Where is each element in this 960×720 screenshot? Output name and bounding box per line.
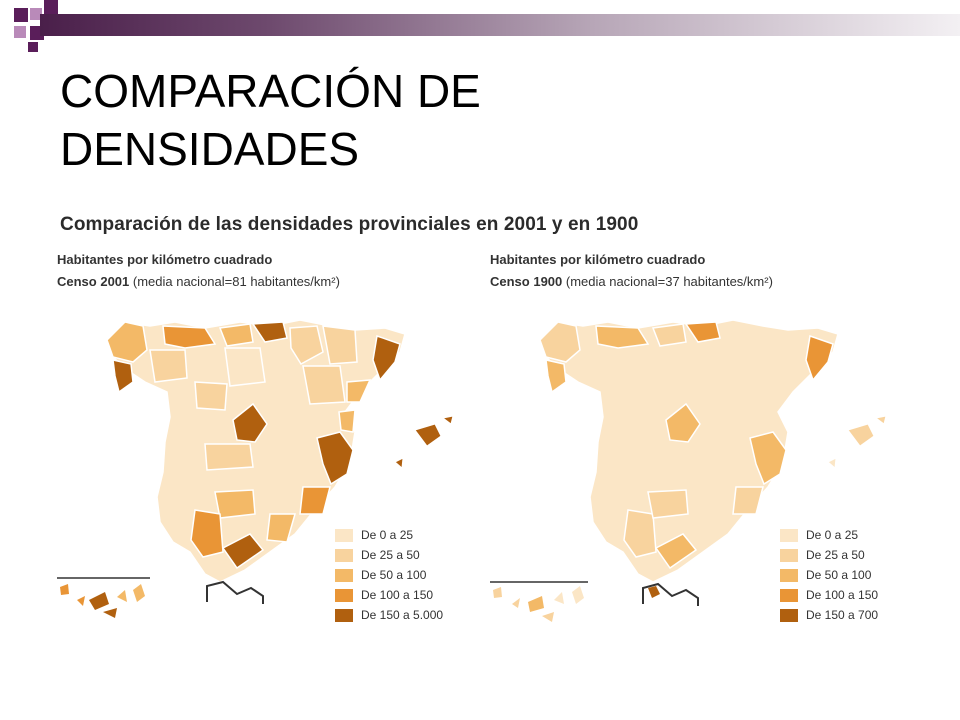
canarias-island-2: [77, 596, 85, 606]
map-subtitle: Habitantes por kilómetro cuadrado: [57, 252, 273, 267]
ceuta-melilla-fill: [648, 586, 660, 598]
province-galicia: [106, 321, 148, 363]
province-pontevedra: [545, 359, 567, 394]
census-average: (media nacional=81 habitantes/km²): [129, 274, 340, 289]
legend-label: De 100 a 150: [361, 588, 434, 602]
figure-title: Comparación de las densidades provincial…: [60, 214, 639, 235]
province-huesca: [322, 325, 358, 365]
province-asturias: [162, 325, 217, 349]
province-vizcaya: [684, 321, 721, 343]
canarias-island-3: [89, 592, 109, 610]
province-sevilla: [190, 509, 224, 558]
province-jaen: [647, 489, 689, 519]
canarias-island-4: [117, 590, 127, 602]
province-valencia: [749, 431, 787, 486]
legend-swatch: [780, 569, 798, 582]
province-malaga: [654, 533, 698, 570]
legend-swatch: [335, 569, 353, 582]
province-tarragona: [346, 379, 372, 403]
province-murcia: [732, 486, 764, 515]
ceuta-melilla-inset: [206, 580, 264, 604]
province-valencia: [316, 431, 354, 486]
legend-swatch: [335, 549, 353, 562]
canarias-island-6: [133, 584, 145, 602]
legend-swatch: [780, 549, 798, 562]
province-pontevedra: [112, 359, 134, 394]
legend-swatch: [780, 589, 798, 602]
deco-square-dark-4: [28, 42, 38, 52]
legend-swatch: [335, 589, 353, 602]
province-vizcaya: [251, 321, 288, 343]
province-galicia: [539, 321, 581, 363]
legend-swatch: [335, 529, 353, 542]
province-castellon: [338, 409, 356, 433]
legend-label: De 0 a 25: [806, 528, 859, 542]
baleares-mallorca: [847, 423, 875, 447]
title-gradient-bar: [40, 14, 960, 36]
slide-title: COMPARACIÓN DE DENSIDADES: [60, 62, 760, 178]
legend-swatch: [780, 529, 798, 542]
province-almeria: [266, 513, 296, 543]
canarias-island-4: [554, 592, 564, 604]
canarias-island-5: [103, 608, 117, 618]
province-malaga: [221, 533, 265, 570]
canarias-island-1: [493, 587, 502, 598]
province-barcelona: [372, 334, 401, 382]
province-sevilla: [623, 509, 657, 558]
legend-label: De 25 a 50: [361, 548, 420, 562]
census-label: Censo 1900 (media nacional=37 habitantes…: [490, 274, 773, 289]
baleares-menorca: [441, 415, 454, 425]
baleares-menorca: [874, 415, 887, 425]
legend-label: De 25 a 50: [806, 548, 865, 562]
legend-label: De 0 a 25: [361, 528, 414, 542]
canarias-island-1: [60, 584, 69, 595]
province-madrid: [665, 402, 701, 443]
legend-swatch: [335, 609, 353, 622]
legend-label: De 50 a 100: [361, 568, 427, 582]
slide-title-line-1: COMPARACIÓN DE: [60, 65, 481, 117]
province-barcelona: [805, 334, 834, 382]
spain-map-1900: [490, 319, 887, 622]
map-subtitle: Habitantes por kilómetro cuadrado: [490, 252, 706, 267]
province-navarra: [289, 325, 324, 365]
province-cantabria: [218, 323, 254, 347]
province-zaragoza: [302, 365, 346, 405]
census-year: Censo 1900: [490, 274, 563, 289]
deco-square-light-2: [14, 26, 26, 38]
province-leon: [149, 349, 188, 383]
deco-square-dark-2: [44, 0, 58, 14]
census-year: Censo 2001: [57, 274, 130, 289]
province-valladolid: [194, 381, 228, 411]
province-murcia: [299, 486, 331, 515]
canarias-island-3: [528, 596, 544, 612]
census-average: (media nacional=37 habitantes/km²): [562, 274, 773, 289]
legend-label: De 50 a 100: [806, 568, 872, 582]
map-panel-1900: Habitantes por kilómetro cuadrado Censo …: [488, 252, 918, 652]
legend-label: De 150 a 5.000: [361, 608, 444, 622]
legend-swatch: [780, 609, 798, 622]
deco-square-light-1: [30, 8, 42, 20]
canarias-island-5: [542, 612, 554, 622]
census-label: Censo 2001 (media nacional=81 habitantes…: [57, 274, 340, 289]
spain-map-2001: [57, 319, 454, 618]
province-jaen: [214, 489, 256, 519]
baleares-ibiza: [394, 457, 404, 470]
map-panel-2001: Habitantes por kilómetro cuadrado Censo …: [55, 252, 485, 652]
baleares-mallorca: [414, 423, 442, 447]
legend-label: De 100 a 150: [806, 588, 879, 602]
province-cantabria: [651, 323, 687, 347]
baleares-ibiza: [827, 457, 837, 470]
province-asturias: [595, 325, 650, 349]
canarias-island-2: [512, 598, 520, 608]
canarias-island-6: [572, 586, 584, 604]
legend-label: De 150 a 700: [806, 608, 879, 622]
ceuta-melilla-inset: [642, 582, 699, 606]
province-burgos: [224, 347, 266, 387]
province-madrid: [232, 402, 268, 443]
province-toledo: [204, 443, 254, 471]
slide-title-line-2: DENSIDADES: [60, 123, 360, 175]
deco-square-dark-1: [14, 8, 28, 22]
